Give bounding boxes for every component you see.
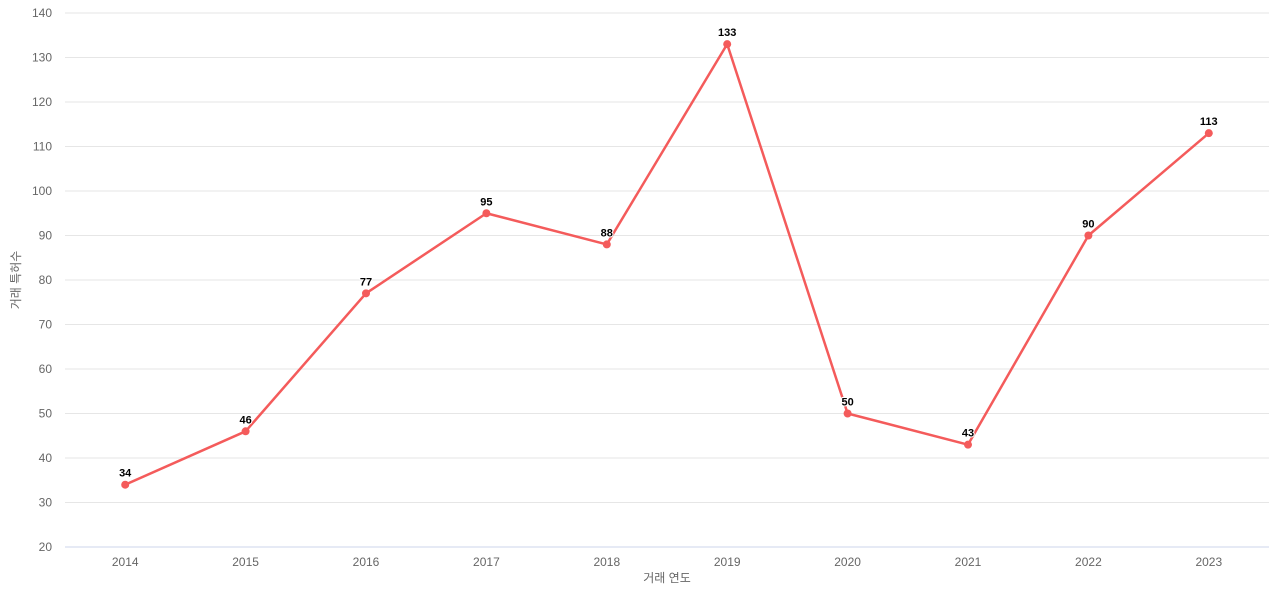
x-axis-tick-label: 2021	[955, 555, 982, 569]
data-point-label: 46	[239, 414, 251, 426]
data-point-label: 88	[601, 227, 613, 239]
data-point-label: 43	[962, 428, 974, 440]
data-point-marker[interactable]	[602, 240, 611, 249]
y-axis-tick-label: 60	[39, 362, 53, 376]
data-point-marker[interactable]	[843, 409, 852, 418]
series-data-labels: 34 46 77 95 88 133 50 43 90 113	[118, 26, 1219, 481]
x-axis-tick-label: 2022	[1075, 555, 1102, 569]
data-point-label: 133	[718, 27, 736, 39]
y-axis-tick-label: 110	[33, 140, 52, 154]
data-point-marker[interactable]	[482, 209, 491, 218]
data-point-marker[interactable]	[362, 289, 370, 298]
y-axis-tick-label: 80	[39, 273, 53, 287]
data-point-label: 95	[480, 196, 492, 208]
x-axis-tick-label: 2019	[714, 555, 741, 569]
data-point-marker[interactable]	[964, 440, 972, 449]
x-axis-tick-label: 2018	[593, 555, 620, 569]
y-axis-tick-label: 30	[39, 496, 53, 510]
x-axis-tick-label: 2017	[473, 555, 500, 569]
x-axis-tick-label: 2023	[1195, 555, 1222, 569]
y-axis-tick-label: 120	[32, 95, 52, 109]
data-point-label: 50	[841, 397, 853, 409]
data-point-label: 34	[119, 468, 132, 480]
x-axis-tick-label: 2015	[232, 555, 259, 569]
data-point-marker[interactable]	[723, 40, 732, 49]
data-point-marker[interactable]	[1204, 129, 1213, 138]
data-point-marker[interactable]	[241, 427, 250, 436]
x-axis-title: 거래 연도	[643, 571, 691, 585]
y-axis-tick-labels: 20 30 40 50 60 70 80 90 100 110 120 130 140	[32, 6, 52, 554]
series-line	[123, 42, 1211, 486]
x-axis-tick-label: 2016	[353, 555, 380, 569]
data-point-marker[interactable]	[1084, 231, 1093, 240]
x-axis-tick-label: 2014	[112, 555, 139, 569]
y-axis-title: 거래 특허수	[9, 251, 23, 310]
data-point-label: 77	[360, 276, 372, 288]
y-axis-tick-label: 40	[39, 451, 53, 465]
series-markers	[121, 40, 1213, 489]
data-point-label: 113	[1200, 116, 1218, 128]
y-axis-tick-label: 140	[32, 6, 52, 20]
y-axis-tick-label: 90	[39, 229, 53, 243]
y-axis-tick-label: 50	[39, 407, 53, 421]
y-axis-tick-label: 100	[32, 184, 52, 198]
x-axis-tick-labels: 2014 2015 2016 2017 2018 2019 2020 2021 2022 2023	[112, 555, 1223, 569]
y-axis-tick-label: 70	[39, 318, 53, 332]
data-point-label: 90	[1082, 219, 1094, 231]
y-axis-tick-label: 130	[32, 51, 52, 65]
data-point-marker[interactable]	[121, 480, 130, 489]
y-axis-tick-label: 20	[39, 540, 53, 554]
x-axis-tick-label: 2020	[834, 555, 861, 569]
